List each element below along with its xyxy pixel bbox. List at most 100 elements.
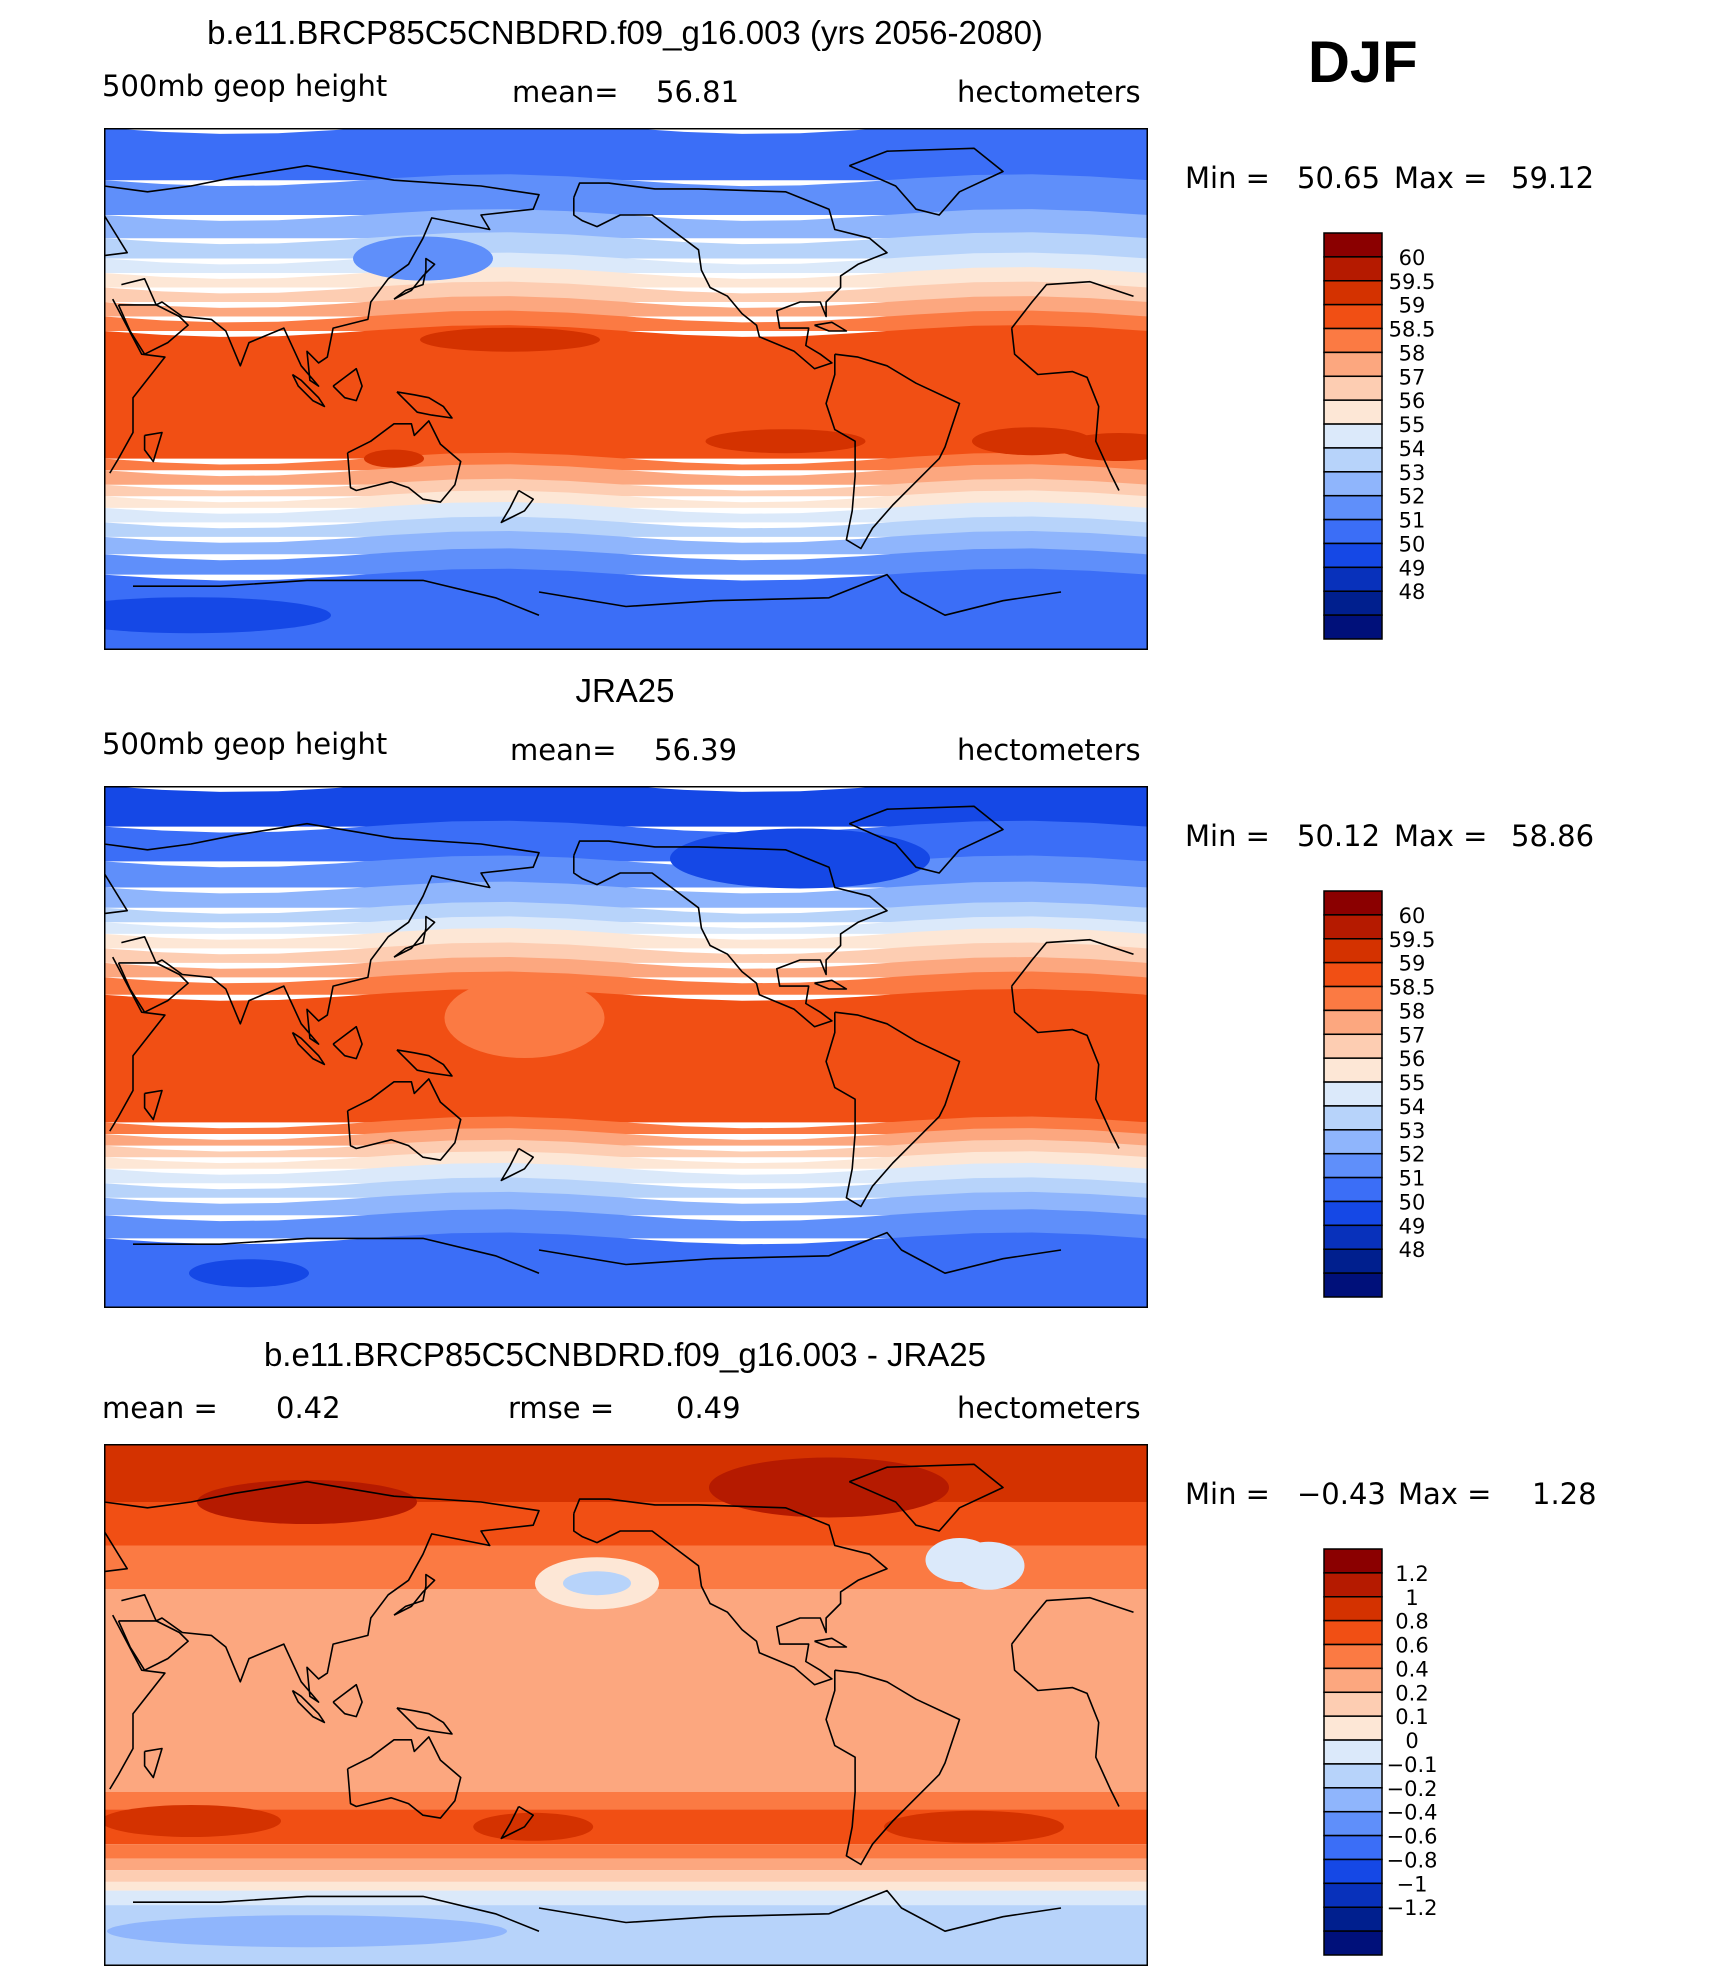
contour-band bbox=[104, 1890, 1148, 1906]
colorbar-tick-label: 53 bbox=[1399, 1119, 1426, 1143]
colorbar-tick-label: 0.1 bbox=[1395, 1705, 1428, 1729]
contour-band bbox=[104, 1209, 1148, 1239]
coastline bbox=[814, 979, 848, 990]
contour-band bbox=[104, 881, 1148, 908]
contour-feature bbox=[107, 1915, 507, 1948]
rmse-label: rmse = bbox=[508, 1391, 615, 1425]
coastline bbox=[396, 391, 453, 419]
colorbar-swatch bbox=[1323, 1548, 1383, 1574]
variable-label: 500mb geop height bbox=[102, 727, 388, 761]
colorbar-swatch bbox=[1323, 256, 1383, 282]
contour-band bbox=[104, 464, 1148, 485]
colorbar-swatch bbox=[1323, 1882, 1383, 1908]
contour-band bbox=[104, 490, 1148, 508]
colorbar-tick-label: 58 bbox=[1399, 999, 1426, 1023]
contour-band bbox=[104, 452, 1148, 471]
min-label: Min = bbox=[1185, 161, 1270, 195]
panel-title: b.e11.BRCP85C5CNBDRD.f09_g16.003 - JRA25 bbox=[263, 1336, 987, 1373]
colorbar-swatch bbox=[1323, 590, 1383, 616]
max-value: 1.28 bbox=[1532, 1477, 1597, 1511]
contour-feature bbox=[972, 427, 1092, 456]
colorbar-tick-label: −0.1 bbox=[1387, 1753, 1438, 1777]
panel-title: JRA25 bbox=[575, 672, 675, 709]
colorbar-tick-label: 49 bbox=[1399, 556, 1426, 580]
min-label: Min = bbox=[1185, 819, 1270, 853]
coastline bbox=[104, 822, 540, 1045]
colorbar-tick-label: 0.6 bbox=[1395, 1634, 1428, 1658]
variable-label: 500mb geop height bbox=[102, 69, 388, 103]
colorbar-tick-label: 49 bbox=[1399, 1214, 1426, 1238]
map-obs bbox=[104, 786, 1148, 1308]
coastline bbox=[133, 1231, 1062, 1274]
colorbar-tick-label: −0.2 bbox=[1387, 1777, 1438, 1801]
coastline bbox=[396, 1707, 453, 1735]
colorbar-swatch bbox=[1323, 1643, 1383, 1670]
coastline bbox=[573, 840, 888, 1028]
colorbar-tick-label: 56 bbox=[1399, 1047, 1426, 1071]
coastline bbox=[332, 1683, 363, 1718]
contour-band bbox=[104, 1151, 1148, 1169]
coastline bbox=[332, 1025, 363, 1060]
coastline bbox=[109, 280, 1134, 491]
contour-band bbox=[104, 530, 1148, 555]
colorbar-tick-label: −1 bbox=[1397, 1872, 1428, 1896]
season-label: DJF bbox=[1308, 30, 1418, 95]
contour-band bbox=[104, 548, 1148, 575]
contour-band bbox=[104, 1792, 1148, 1810]
colorbar-tick-label: 56 bbox=[1399, 389, 1426, 413]
map-diff bbox=[104, 1444, 1148, 1966]
coastline bbox=[346, 420, 462, 503]
mean-value: 56.39 bbox=[654, 733, 738, 767]
colorbar-diff: 1.210.80.60.40.20.10−0.1−0.2−0.4−0.6−0.8… bbox=[1323, 1548, 1438, 1956]
colorbar-swatch bbox=[1323, 1787, 1383, 1813]
mean-value: 56.81 bbox=[656, 75, 740, 109]
colorbar-swatch bbox=[1323, 1200, 1383, 1227]
colorbar-tick-label: −1.2 bbox=[1387, 1896, 1438, 1920]
contour-band bbox=[104, 296, 1148, 317]
coastline bbox=[143, 1747, 163, 1779]
colorbar-swatch bbox=[1323, 1129, 1383, 1155]
colorbar-tick-label: 51 bbox=[1399, 1167, 1426, 1191]
colorbar-swatch bbox=[1323, 1930, 1383, 1956]
contour-band bbox=[104, 1844, 1148, 1859]
coastline bbox=[573, 1498, 888, 1686]
colorbar-swatch bbox=[1323, 518, 1383, 545]
coastline bbox=[848, 805, 1004, 874]
contour-band bbox=[104, 174, 1148, 215]
panel-title: b.e11.BRCP85C5CNBDRD.f09_g16.003 (yrs 20… bbox=[207, 14, 1043, 51]
coastline bbox=[393, 1573, 436, 1616]
contour-feature bbox=[104, 597, 331, 634]
contour-band bbox=[104, 1177, 1148, 1198]
colorbar-swatch bbox=[1323, 423, 1383, 449]
coastline bbox=[104, 164, 540, 387]
coastline bbox=[848, 147, 1004, 216]
colorbar-swatch bbox=[1323, 351, 1383, 378]
contour-band bbox=[104, 988, 1148, 1123]
max-value: 59.12 bbox=[1511, 161, 1595, 195]
contour-band bbox=[104, 281, 1148, 302]
contour-feature bbox=[563, 1571, 631, 1596]
colorbar-tick-label: 60 bbox=[1399, 904, 1426, 928]
contour-band bbox=[104, 1139, 1148, 1158]
colorbar-swatch bbox=[1323, 1009, 1383, 1036]
colorbar-tick-label: 53 bbox=[1399, 461, 1426, 485]
coastline bbox=[109, 938, 1134, 1149]
coastline bbox=[848, 1463, 1004, 1532]
colorbar-tick-label: −0.4 bbox=[1387, 1801, 1438, 1825]
colorbar-swatch bbox=[1323, 1739, 1383, 1765]
coastline bbox=[825, 353, 961, 550]
contour-band bbox=[104, 1162, 1148, 1184]
colorbar-tick-label: 0.2 bbox=[1395, 1681, 1428, 1705]
coastline bbox=[133, 1889, 1062, 1932]
coastline bbox=[109, 1596, 1134, 1807]
colorbar-swatch bbox=[1323, 1572, 1383, 1598]
colorbar-tick-label: −0.6 bbox=[1387, 1825, 1438, 1849]
colorbar-swatch bbox=[1323, 1248, 1383, 1274]
map-frame bbox=[104, 1444, 1148, 1966]
contour-feature bbox=[705, 429, 866, 454]
coastline bbox=[500, 1147, 534, 1182]
coastline bbox=[825, 1669, 961, 1866]
contour-feature bbox=[925, 1538, 994, 1582]
rmse-value: 0.49 bbox=[676, 1391, 741, 1425]
